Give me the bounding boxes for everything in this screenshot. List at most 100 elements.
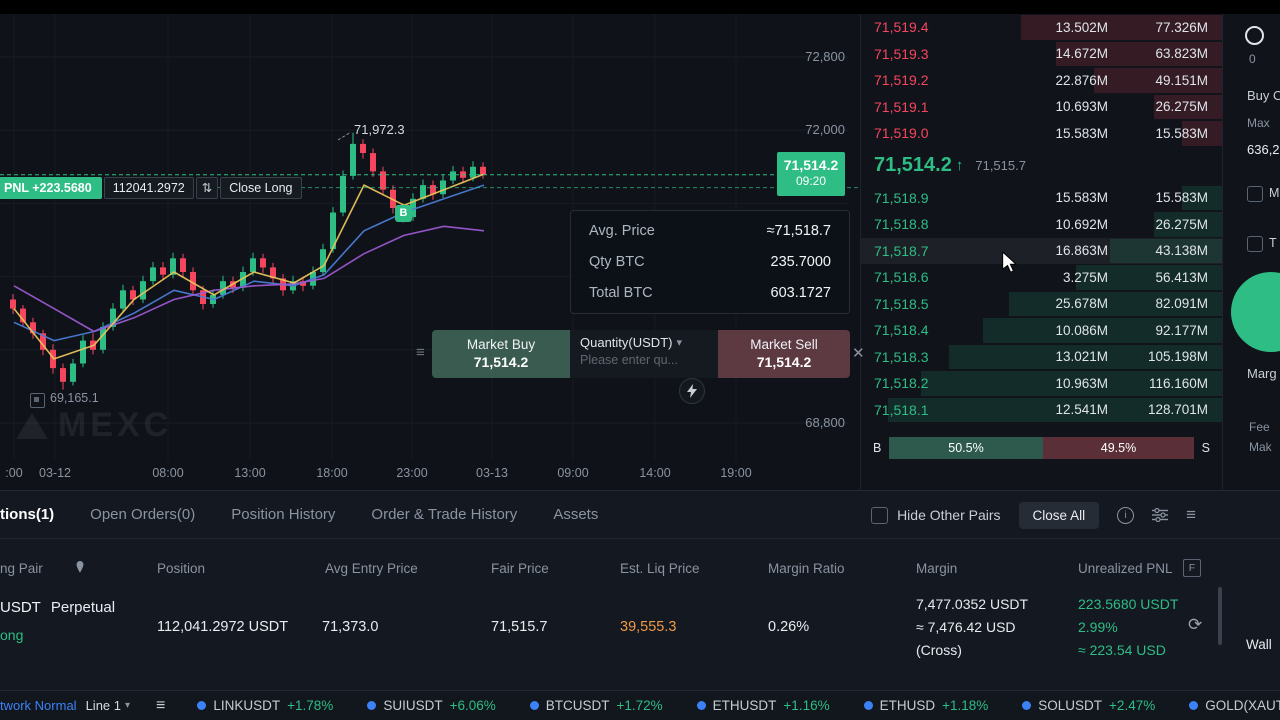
top-black-bar bbox=[0, 0, 1280, 14]
candle bbox=[420, 185, 426, 199]
orderbook-ask-row[interactable]: 71,519.4 13.502M 77.326M bbox=[861, 14, 1222, 41]
line-selector[interactable]: Line 1 bbox=[85, 698, 121, 713]
menu-icon[interactable]: ≡ bbox=[1186, 505, 1196, 524]
pin-icon[interactable] bbox=[74, 560, 86, 577]
vertical-scrollbar[interactable] bbox=[1218, 587, 1222, 645]
order-entry-panel: 0 Buy O Max 636,2 M T Marg Fee Mak bbox=[1222, 14, 1280, 490]
reverse-position-button[interactable]: ⇅ bbox=[195, 177, 219, 199]
quantity: 10.693M bbox=[1055, 99, 1108, 115]
ticker-goldxaut[interactable]: GOLD(XAUT bbox=[1189, 698, 1280, 713]
margin-mode: (Cross) bbox=[916, 642, 962, 658]
market-buy-button[interactable]: Market Buy 71,514.2 bbox=[432, 330, 570, 378]
tooltip-row: Qty BTC 235.7000 bbox=[589, 254, 831, 270]
orderbook-bid-row[interactable]: 71,518.5 25.678M 82.091M bbox=[861, 291, 1222, 318]
orderbook-ask-row[interactable]: 71,519.0 15.583M 15.583M bbox=[861, 120, 1222, 147]
coin-icon bbox=[1022, 701, 1032, 710]
orderbook-bid-row[interactable]: 71,518.4 10.086M 92.177M bbox=[861, 317, 1222, 344]
depth-bar bbox=[1110, 238, 1222, 263]
tab-open-orders[interactable]: Open Orders(0) bbox=[90, 506, 196, 523]
orderbook-ask-row[interactable]: 71,519.2 22.876M 49.151M bbox=[861, 67, 1222, 94]
drag-handle-icon[interactable]: ≡ bbox=[416, 344, 425, 361]
tab-assets[interactable]: Assets bbox=[553, 506, 599, 523]
quantity: 12.541M bbox=[1055, 402, 1108, 418]
lightning-icon bbox=[687, 384, 697, 398]
tooltip-value: 235.7000 bbox=[770, 254, 831, 270]
coin-icon bbox=[863, 701, 873, 710]
orderbook-bid-row[interactable]: 71,518.2 10.963M 116.160M bbox=[861, 370, 1222, 397]
coin-icon bbox=[1189, 701, 1199, 710]
time-axis-label: 18:00 bbox=[316, 466, 348, 480]
orderbook-bid-row[interactable]: 71,518.6 3.275M 56.413M bbox=[861, 264, 1222, 291]
ticker-menu-icon[interactable]: ≡ bbox=[156, 696, 166, 714]
orderbook-ask-row[interactable]: 71,519.3 14.672M 63.823M bbox=[861, 41, 1222, 68]
mark-price: 71,515.7 bbox=[975, 158, 1026, 173]
checkbox-m[interactable] bbox=[1247, 186, 1263, 202]
time-axis-label: 19:00 bbox=[720, 466, 752, 480]
quantity-unit-select[interactable]: Quantity(USDT) ▾ bbox=[580, 335, 708, 350]
hide-other-pairs-checkbox[interactable] bbox=[871, 506, 889, 524]
chart-low-label: 69,165.1 bbox=[50, 391, 99, 405]
quantity: 25.678M bbox=[1055, 296, 1108, 312]
ticker-linkusdt[interactable]: LINKUSDT +1.78% bbox=[197, 698, 333, 713]
depth-bar bbox=[1154, 212, 1222, 237]
price: 71,518.3 bbox=[874, 348, 929, 365]
price: 71,518.9 bbox=[874, 189, 929, 206]
buy-confirm-button[interactable] bbox=[1231, 272, 1280, 352]
orderbook-bid-row[interactable]: 71,518.3 13.021M 105.198M bbox=[861, 344, 1222, 371]
sell-side-label: S bbox=[1201, 441, 1210, 455]
ticker-suiusdt[interactable]: SUIUSDT +6.06% bbox=[367, 698, 496, 713]
close-long-button[interactable]: Close Long bbox=[220, 177, 302, 199]
orderbook-last-price: 71,514.2 bbox=[874, 154, 952, 176]
ticker-symbol: SOLUSDT bbox=[1038, 698, 1103, 713]
orderbook-bid-row[interactable]: 71,518.8 10.692M 26.275M bbox=[861, 211, 1222, 238]
tab-order-trade-history[interactable]: Order & Trade History bbox=[371, 506, 518, 523]
flag-icon bbox=[30, 393, 45, 408]
close-widget-icon[interactable]: ✕ bbox=[852, 345, 865, 362]
ticker-ethusdt[interactable]: ETHUSDT +1.16% bbox=[696, 698, 830, 713]
position-size-box: 112041.2972 bbox=[103, 177, 194, 199]
ticker-change: +1.16% bbox=[783, 698, 830, 713]
market-buy-label: Market Buy bbox=[466, 337, 536, 352]
funding-badge[interactable]: F bbox=[1183, 559, 1201, 577]
cumulative: 49.151M bbox=[1155, 72, 1208, 88]
positions-table-header: ng Pair Position Avg Entry Price Fair Pr… bbox=[0, 559, 1280, 577]
orderbook-ask-row[interactable]: 71,519.1 10.693M 26.275M bbox=[861, 94, 1222, 121]
orderbook-bids: 71,518.9 15.583M 15.583M 71,518.8 10.692M 26.… bbox=[861, 185, 1222, 424]
sell-depth-segment: 49.5% bbox=[1043, 437, 1194, 459]
orderbook-bid-row[interactable]: 71,518.1 12.541M 128.701M bbox=[861, 397, 1222, 424]
orderbook-panel: 71,519.4 13.502M 77.326M 71,519.3 14.672M 63.… bbox=[860, 14, 1222, 490]
positions-section: tions(1) Open Orders(0) Position History… bbox=[0, 490, 1280, 690]
price-axis-label: 72,800 bbox=[805, 49, 845, 64]
ticker-ethusd[interactable]: ETHUSD +1.18% bbox=[863, 698, 988, 713]
market-sell-label: Market Sell bbox=[750, 337, 818, 352]
ticker-solusdt[interactable]: SOLUSDT +2.47% bbox=[1022, 698, 1155, 713]
chevron-down-icon[interactable]: ▾ bbox=[125, 700, 131, 711]
filter-icon[interactable] bbox=[1152, 508, 1169, 522]
candle bbox=[240, 272, 246, 288]
checkbox-t[interactable] bbox=[1247, 236, 1263, 252]
close-all-button[interactable]: Close All bbox=[1018, 501, 1100, 529]
flash-order-button[interactable] bbox=[679, 378, 705, 404]
pnl-usdt: 223.5680 USDT bbox=[1078, 596, 1179, 612]
candle bbox=[300, 281, 306, 286]
quantity-input[interactable] bbox=[580, 353, 708, 367]
ticker-symbol: GOLD(XAUT bbox=[1205, 698, 1280, 713]
coin-icon bbox=[529, 701, 539, 710]
tooltip-row: Avg. Price ≈71,518.7 bbox=[589, 223, 831, 239]
cumulative: 56.413M bbox=[1155, 269, 1208, 285]
orderbook-bid-row[interactable]: 71,518.7 16.863M 43.138M bbox=[861, 237, 1222, 264]
refresh-icon[interactable]: ⟳ bbox=[1188, 615, 1203, 634]
hide-other-pairs-toggle[interactable]: Hide Other Pairs bbox=[871, 506, 1001, 524]
refresh-circle-icon[interactable] bbox=[1245, 26, 1264, 45]
market-sell-button[interactable]: Market Sell 71,514.2 bbox=[718, 330, 850, 378]
cumulative: 26.275M bbox=[1155, 99, 1208, 115]
ticker-change: +2.47% bbox=[1109, 698, 1156, 713]
info-icon[interactable]: i bbox=[1117, 506, 1135, 524]
tab-positions[interactable]: tions(1) bbox=[0, 506, 55, 523]
buy-depth-pct: 50.5% bbox=[948, 441, 984, 455]
ticker-btcusdt[interactable]: BTCUSDT +1.72% bbox=[529, 698, 663, 713]
orderbook-bid-row[interactable]: 71,518.9 15.583M 15.583M bbox=[861, 185, 1222, 212]
depth-bar bbox=[888, 397, 1222, 422]
network-status[interactable]: twork Normal bbox=[0, 698, 77, 713]
tab-position-history[interactable]: Position History bbox=[231, 506, 336, 523]
